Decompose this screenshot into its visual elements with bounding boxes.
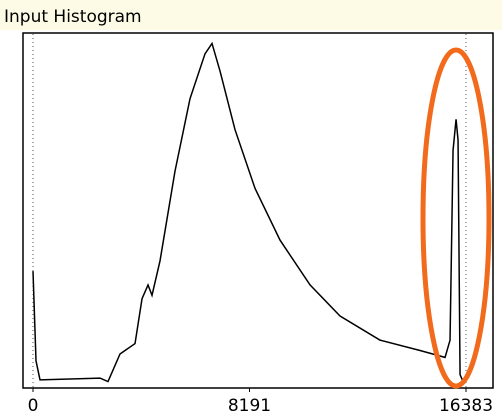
x-tick-label: 16383 <box>439 396 493 416</box>
plot <box>32 41 467 392</box>
x-tick-label: 0 <box>28 396 39 416</box>
plot-frame <box>22 32 494 389</box>
x-tick-label: 8191 <box>228 396 271 416</box>
histogram-line <box>32 41 464 383</box>
highlight-ellipse <box>420 47 492 389</box>
chart-title: Input Histogram <box>4 7 142 27</box>
